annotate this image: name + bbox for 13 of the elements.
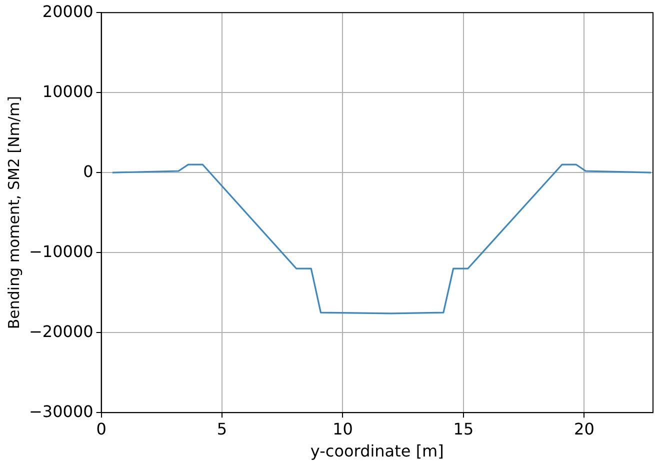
y-tick-label: 10000 — [42, 82, 94, 101]
y-tick-label: 20000 — [42, 2, 94, 21]
y-tick-label: −30000 — [28, 402, 94, 421]
x-tick-label: 5 — [216, 419, 228, 438]
x-tick-label: 10 — [332, 419, 353, 438]
x-tick-label: 15 — [453, 419, 474, 438]
x-tick-label: 20 — [574, 419, 594, 438]
x-axis-title: y-coordinate [m] — [310, 442, 444, 461]
y-tick-label: 0 — [83, 162, 94, 181]
y-tick-label: −20000 — [28, 322, 94, 341]
x-tick-label: 0 — [96, 419, 106, 438]
y-tick-label: −10000 — [28, 242, 94, 261]
y-axis-title: Bending moment, SM2 [Nm/m] — [4, 96, 23, 330]
